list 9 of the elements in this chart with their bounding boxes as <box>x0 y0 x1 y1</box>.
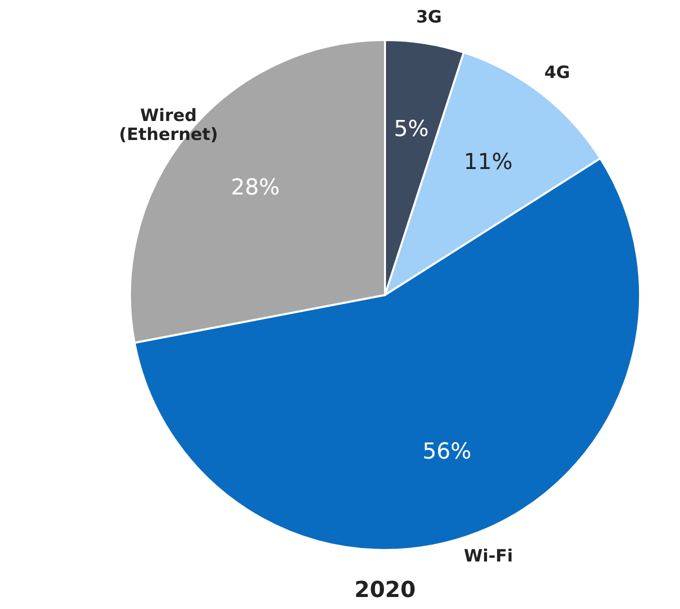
data-label: 28% <box>230 176 280 201</box>
data-label: 5% <box>394 116 429 142</box>
slice-label: Wi-Fi <box>464 546 513 566</box>
data-label: 56% <box>422 439 472 464</box>
slice-label: 4G <box>544 62 570 83</box>
data-label: 11% <box>464 150 513 176</box>
slice-label: 3G <box>416 7 442 28</box>
text: 2020 <box>354 578 416 603</box>
slice-label: Wired (Ethernet) <box>118 106 218 145</box>
